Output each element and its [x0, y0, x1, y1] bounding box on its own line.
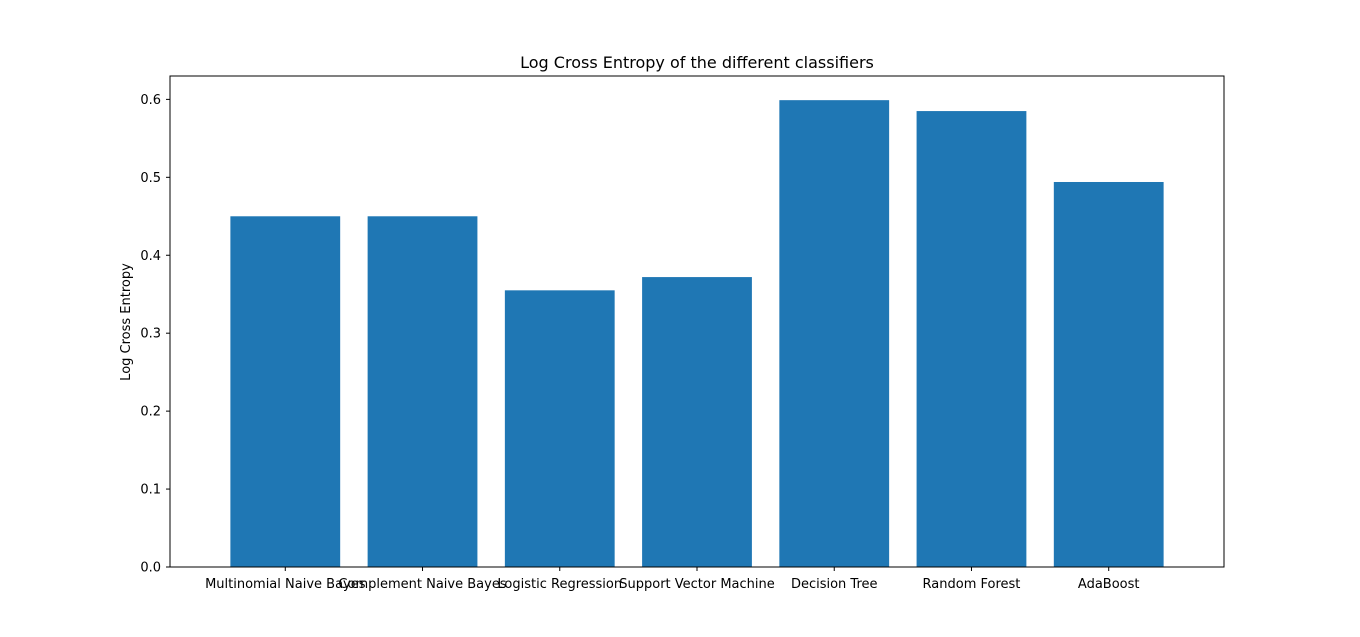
bar-decision-tree: [779, 100, 890, 568]
y-axis-ticks: 0.0 0.1 0.2 0.3 0.4 0.5 0.6: [140, 93, 170, 576]
y-tick-label: 0.6: [140, 93, 161, 108]
plot-frame: [169, 75, 1225, 568]
y-tick-label: 0.0: [140, 561, 161, 576]
y-tick-label: 0.3: [140, 327, 161, 342]
y-tick-label: 0.4: [140, 249, 161, 264]
y-tick-label: 0.2: [140, 405, 161, 420]
bars-group: [230, 100, 1164, 568]
x-tick-label: AdaBoost: [1078, 577, 1140, 592]
bar-logistic-regression: [504, 290, 615, 567]
bar-multinomial-naive-bayes: [230, 216, 341, 568]
x-tick-label: Support Vector Machine: [619, 577, 775, 592]
chart-title: Log Cross Entropy of the different class…: [520, 53, 874, 72]
bar-support-vector-machine: [642, 277, 752, 567]
y-axis-label: Log Cross Entropy: [119, 263, 134, 381]
x-tick-label: Complement Naive Bayes: [338, 577, 506, 592]
bar-adaboost: [1053, 181, 1164, 567]
x-tick-label: Random Forest: [923, 577, 1021, 592]
x-tick-label: Multinomial Naive Bayes: [205, 577, 366, 592]
x-tick-label: Decision Tree: [791, 577, 878, 592]
bar-complement-naive-bayes: [367, 216, 478, 568]
y-tick-label: 0.5: [140, 171, 161, 186]
y-tick-label: 0.1: [140, 483, 161, 498]
bar-random-forest: [916, 111, 1027, 568]
x-tick-label: Logistic Regression: [497, 577, 622, 592]
